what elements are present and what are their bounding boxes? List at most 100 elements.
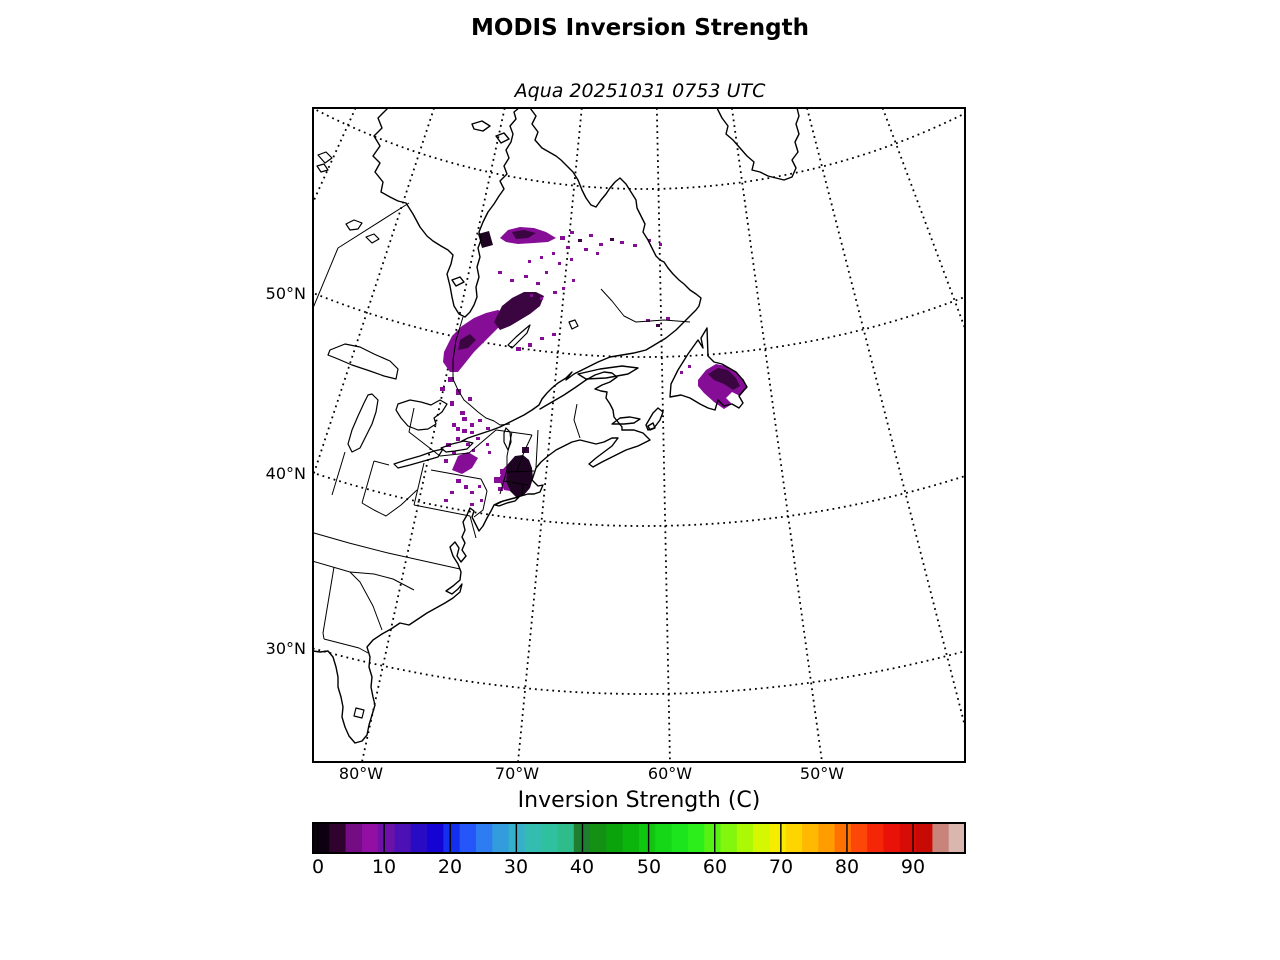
data-speckle [570,231,574,234]
colorbar-segment [834,823,852,853]
colorbar-segment [313,823,330,853]
colorbar-segment [639,823,656,853]
colorbar-segment [671,823,689,853]
border-mason-dixon [413,504,471,517]
data-speckle [510,279,514,282]
longitude-line-80W [361,108,506,762]
plot-title: MODIS Inversion Strength [471,15,809,41]
map-layers [313,108,965,762]
colorbar-segment [394,823,412,853]
political-borders [313,202,691,654]
colorbar-segment [427,823,444,853]
lake-lake-erie [393,448,444,469]
data-speckle [488,451,491,454]
data-patch [505,455,533,497]
data-speckle [578,239,582,242]
lat-label-40n: 40°N [265,464,306,483]
border-ri-ct [521,484,524,496]
data-speckle [478,419,482,422]
colorbar-segment [932,823,950,853]
data-speckle [440,387,445,391]
data-speckle [620,241,624,244]
data-speckle [444,499,448,502]
data-speckle [540,297,543,300]
coastline-prince-edward-island [611,416,641,425]
coastline-akimiski-island [451,276,465,287]
data-speckle [528,260,531,263]
data-speckle [680,371,683,374]
lake-gods-lake [345,219,363,231]
data-speckle [478,485,481,488]
data-speckle [540,337,544,340]
border-ny-east [499,431,513,495]
data-speckle [570,258,573,261]
data-speckle [562,287,565,290]
data-patch [708,368,740,390]
colorbar-segment [916,823,933,853]
coastline-mansel-island [495,132,510,144]
border-de-md [469,515,477,539]
data-speckle [552,333,556,336]
colorbar-tick-10: 10 [371,856,397,878]
colorbar-segment [720,823,738,853]
data-speckle [452,423,456,427]
border-nj-pa-delaware [473,490,488,518]
colorbar-segment [850,823,868,853]
data-speckle [468,397,472,401]
border-nh-me [535,429,539,468]
data-speckle [659,243,662,246]
data-speckle [552,252,555,255]
colorbar-tick-0: 0 [311,856,325,878]
data-speckle [648,239,651,242]
colorbar-segment [655,823,673,853]
colorbar-segment [704,823,721,853]
map-frame [312,107,966,763]
data-speckle [633,244,637,247]
data-speckle [494,477,502,483]
coastlines [313,108,800,744]
coastline-newfoundland [669,327,748,411]
data-speckle [480,499,483,502]
inversion-data-patches [440,227,747,506]
lon-label-80w: 80°W [338,764,384,783]
latitude-line-50N [313,291,965,358]
colorbar-tick-90: 90 [900,856,926,878]
colorbar-segment [867,823,884,853]
colorbar-segment [622,823,640,853]
data-patch [512,230,536,239]
data-speckle [450,491,454,494]
colorbar-segment [361,823,379,853]
colorbar-segment [410,823,428,853]
colorbar-tick-30: 30 [503,856,529,878]
lake-lake-mistassini [507,324,531,349]
colorbar-tick-50: 50 [636,856,662,878]
data-speckle [584,248,588,251]
colorbar-segment [818,823,836,853]
data-speckle [462,429,467,433]
data-patch [458,334,476,350]
data-speckle [486,427,490,430]
data-speckle [666,317,670,320]
data-speckle [498,271,502,274]
colorbar-segment [329,823,347,853]
colorbar-segment [524,823,542,853]
colorbar-frame [312,822,966,854]
colorbar-segment [753,823,770,853]
border-border-great-lakes [408,407,497,457]
lakes [316,151,579,719]
coastline-maritimes-us-east-coast [313,429,651,744]
coastline-gaspe-south-shore [539,371,623,431]
border-us-canada-45n [495,429,533,436]
lon-label-70w: 70°W [494,764,540,783]
data-speckle [456,389,461,395]
colorbar-tick-40: 40 [569,856,595,878]
border-va-nc [387,552,461,570]
lat-label-30n: 30°N [265,639,306,658]
lake-nw-lake-1 [317,151,333,164]
data-speckle [572,279,575,282]
lon-label-50w: 50°W [799,764,845,783]
data-speckle [560,236,565,240]
coastline-coats-island [471,120,491,132]
data-speckle [450,401,454,406]
border-quebec-labrador [600,288,691,323]
